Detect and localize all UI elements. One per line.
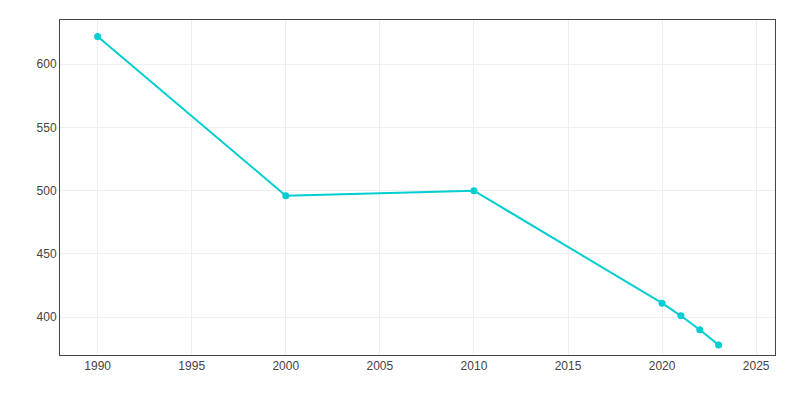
- svg-text:2005: 2005: [367, 359, 394, 373]
- svg-text:600: 600: [37, 57, 57, 71]
- svg-text:550: 550: [37, 121, 57, 135]
- svg-text:1995: 1995: [178, 359, 205, 373]
- svg-text:450: 450: [37, 247, 57, 261]
- svg-text:2010: 2010: [461, 359, 488, 373]
- svg-text:500: 500: [37, 184, 57, 198]
- svg-text:2000: 2000: [272, 359, 299, 373]
- svg-text:2015: 2015: [555, 359, 582, 373]
- svg-text:2020: 2020: [649, 359, 676, 373]
- svg-text:1990: 1990: [84, 359, 111, 373]
- svg-text:400: 400: [37, 310, 57, 324]
- svg-text:2025: 2025: [743, 359, 770, 373]
